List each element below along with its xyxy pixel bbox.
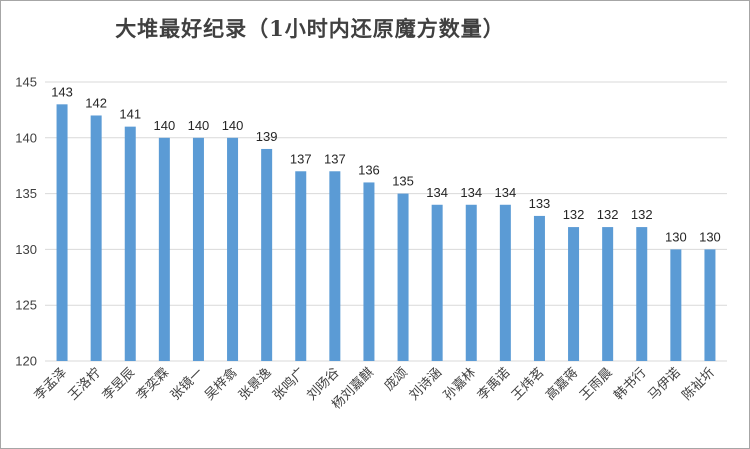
y-tick-label: 145 (15, 75, 37, 90)
bar (568, 227, 580, 361)
bar (465, 204, 477, 361)
data-label: 140 (153, 118, 175, 133)
x-tick-label: 李昱辰 (100, 365, 138, 403)
bar (602, 227, 614, 361)
data-label: 143 (51, 84, 73, 99)
bar (499, 204, 511, 361)
bar (56, 104, 68, 361)
bar (704, 249, 716, 361)
x-tick-label: 王炜茗 (509, 365, 547, 403)
data-label: 132 (631, 207, 653, 222)
x-tick-label: 李孟泽 (32, 365, 70, 403)
data-label: 130 (665, 229, 687, 244)
bar (90, 115, 102, 361)
bar (192, 137, 204, 361)
data-label: 139 (256, 129, 278, 144)
data-label: 142 (85, 95, 107, 110)
bar (363, 182, 375, 361)
bar (397, 193, 409, 361)
bar (124, 126, 136, 361)
data-label: 134 (460, 185, 482, 200)
data-label: 135 (392, 174, 414, 189)
x-tick-label: 王雨晨 (577, 365, 615, 403)
x-tick-label: 韩书行 (611, 365, 649, 403)
y-tick-label: 140 (15, 130, 37, 145)
x-tick-label: 张景逸 (236, 365, 274, 403)
data-label: 140 (222, 118, 244, 133)
x-tick-label: 刘诗涵 (407, 365, 445, 403)
x-tick-label: 李奕霖 (133, 365, 172, 404)
x-tick-label: 孙嘉林 (441, 365, 479, 403)
bar (329, 171, 341, 361)
x-tick-label: 高嘉蒋 (542, 365, 581, 404)
bar (533, 215, 545, 361)
data-label: 130 (699, 229, 721, 244)
x-tick-label: 马伊诺 (645, 365, 683, 403)
data-label: 136 (358, 162, 380, 177)
bar (227, 137, 239, 361)
y-tick-label: 135 (15, 186, 37, 201)
bar (261, 148, 273, 361)
data-label: 141 (119, 107, 141, 122)
bar (670, 249, 682, 361)
data-label: 132 (597, 207, 619, 222)
y-tick-label: 130 (15, 242, 37, 257)
bar (636, 227, 648, 361)
data-label: 134 (426, 185, 448, 200)
x-tick-label: 王洛柠 (66, 365, 104, 403)
data-label: 132 (563, 207, 585, 222)
data-label: 134 (494, 185, 516, 200)
bar (295, 171, 307, 361)
x-tick-label: 陈祉圻 (679, 365, 718, 404)
data-label: 140 (188, 118, 210, 133)
data-label: 137 (290, 151, 312, 166)
x-tick-label: 李禹诺 (475, 365, 513, 403)
x-tick-label: 张镜一 (168, 365, 206, 403)
x-tick-label: 庞颂 (381, 365, 411, 395)
bar (158, 137, 170, 361)
x-tick-label: 张鸣广 (270, 365, 309, 404)
y-tick-label: 125 (15, 298, 37, 313)
y-tick-label: 120 (15, 354, 37, 369)
x-tick-label: 吴梓翕 (201, 365, 240, 404)
data-label: 133 (529, 196, 551, 211)
data-label: 137 (324, 151, 346, 166)
bar (431, 204, 443, 361)
chart-title: 大堆最好纪录（1小时内还原魔方数量） (115, 16, 505, 41)
